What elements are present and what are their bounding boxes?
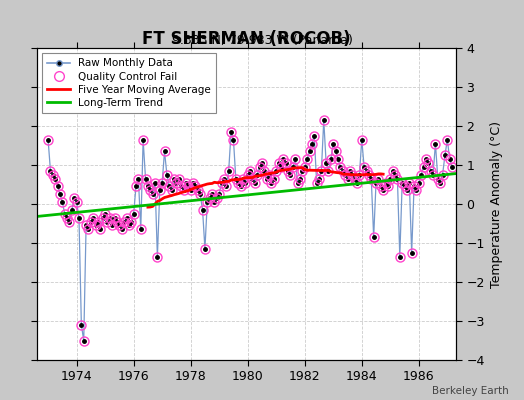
Text: Berkeley Earth: Berkeley Earth [432,386,508,396]
Legend: Raw Monthly Data, Quality Control Fail, Five Year Moving Average, Long-Term Tren: Raw Monthly Data, Quality Control Fail, … [42,53,216,113]
Text: 9.333 N, 79.983 W (Panama): 9.333 N, 79.983 W (Panama) [171,34,353,47]
Title: FT SHERMAN (ROCOB): FT SHERMAN (ROCOB) [142,30,351,48]
Y-axis label: Temperature Anomaly (°C): Temperature Anomaly (°C) [490,120,503,288]
